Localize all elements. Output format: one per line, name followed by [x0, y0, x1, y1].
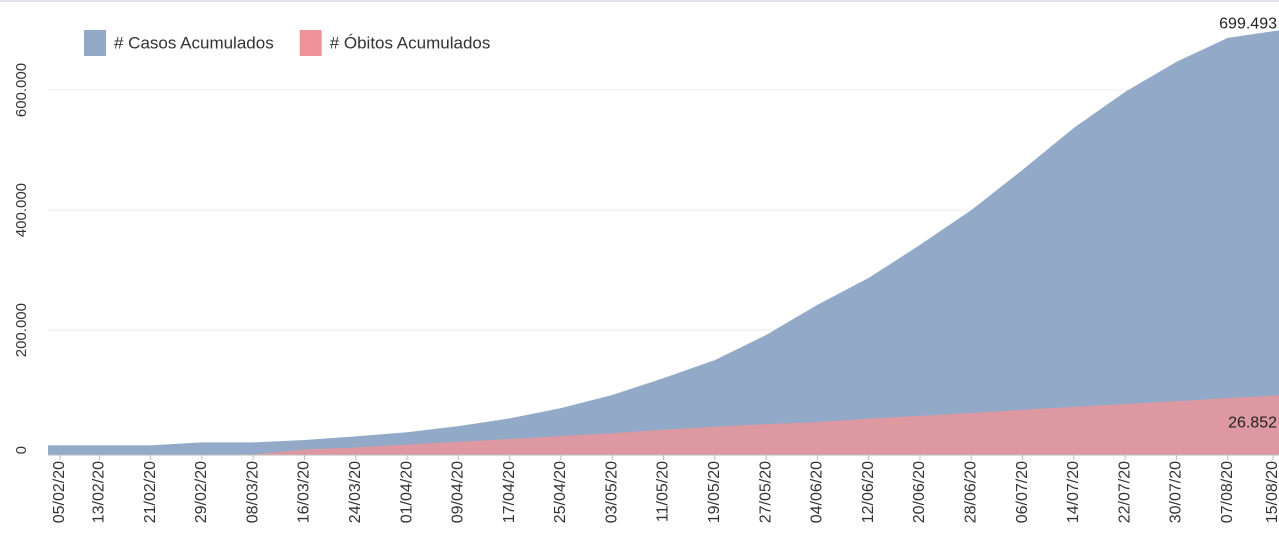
x-tick-label: 06/07/20 — [1014, 461, 1031, 523]
x-tick-label: 16/03/20 — [296, 461, 313, 523]
legend-swatch — [84, 30, 106, 56]
value-label: 699.493 — [1219, 16, 1277, 33]
x-tick-label: 09/04/20 — [450, 461, 467, 523]
value-label: 26.852 — [1228, 415, 1277, 432]
x-tick-label: 27/05/20 — [757, 461, 774, 523]
y-tick-label: 600.000 — [13, 63, 30, 117]
legend-swatch — [299, 30, 322, 56]
x-tick-label: 03/05/20 — [603, 461, 620, 523]
x-tick-label: 28/06/20 — [962, 461, 979, 523]
x-tick-label: 13/02/20 — [91, 461, 108, 523]
x-tick-label: 14/07/20 — [1065, 461, 1082, 523]
y-tick-label: 0 — [13, 446, 30, 454]
x-tick-label: 04/06/20 — [809, 461, 826, 523]
x-tick-label: 20/06/20 — [911, 461, 928, 523]
x-tick-label: 11/05/20 — [655, 461, 672, 522]
x-tick-label: 05/02/20 — [51, 461, 68, 523]
x-tick-label: 17/04/20 — [501, 461, 518, 523]
x-tick-label: 15/08/20 — [1264, 461, 1279, 523]
x-tick-label: 22/07/20 — [1116, 461, 1133, 523]
legend-label: # Óbitos Acumulados — [330, 33, 491, 52]
area — [48, 395, 1279, 455]
y-tick-label: 400.000 — [13, 183, 30, 237]
x-tick-label: 21/02/20 — [142, 461, 159, 523]
x-tick-label: 29/02/20 — [193, 461, 210, 523]
x-tick-label: 07/08/20 — [1219, 461, 1236, 523]
x-tick-label: 12/06/20 — [860, 461, 877, 523]
x-tick-label: 08/03/20 — [244, 461, 261, 523]
legend-label: # Casos Acumulados — [114, 33, 274, 52]
y-tick-label: 200.000 — [13, 303, 30, 357]
x-tick-label: 01/04/20 — [398, 461, 415, 523]
area — [48, 30, 1279, 455]
x-tick-label: 19/05/20 — [706, 461, 723, 523]
x-tick-label: 30/07/20 — [1168, 461, 1185, 523]
x-tick-label: 25/04/20 — [552, 461, 569, 523]
x-tick-label: 24/03/20 — [347, 461, 364, 523]
